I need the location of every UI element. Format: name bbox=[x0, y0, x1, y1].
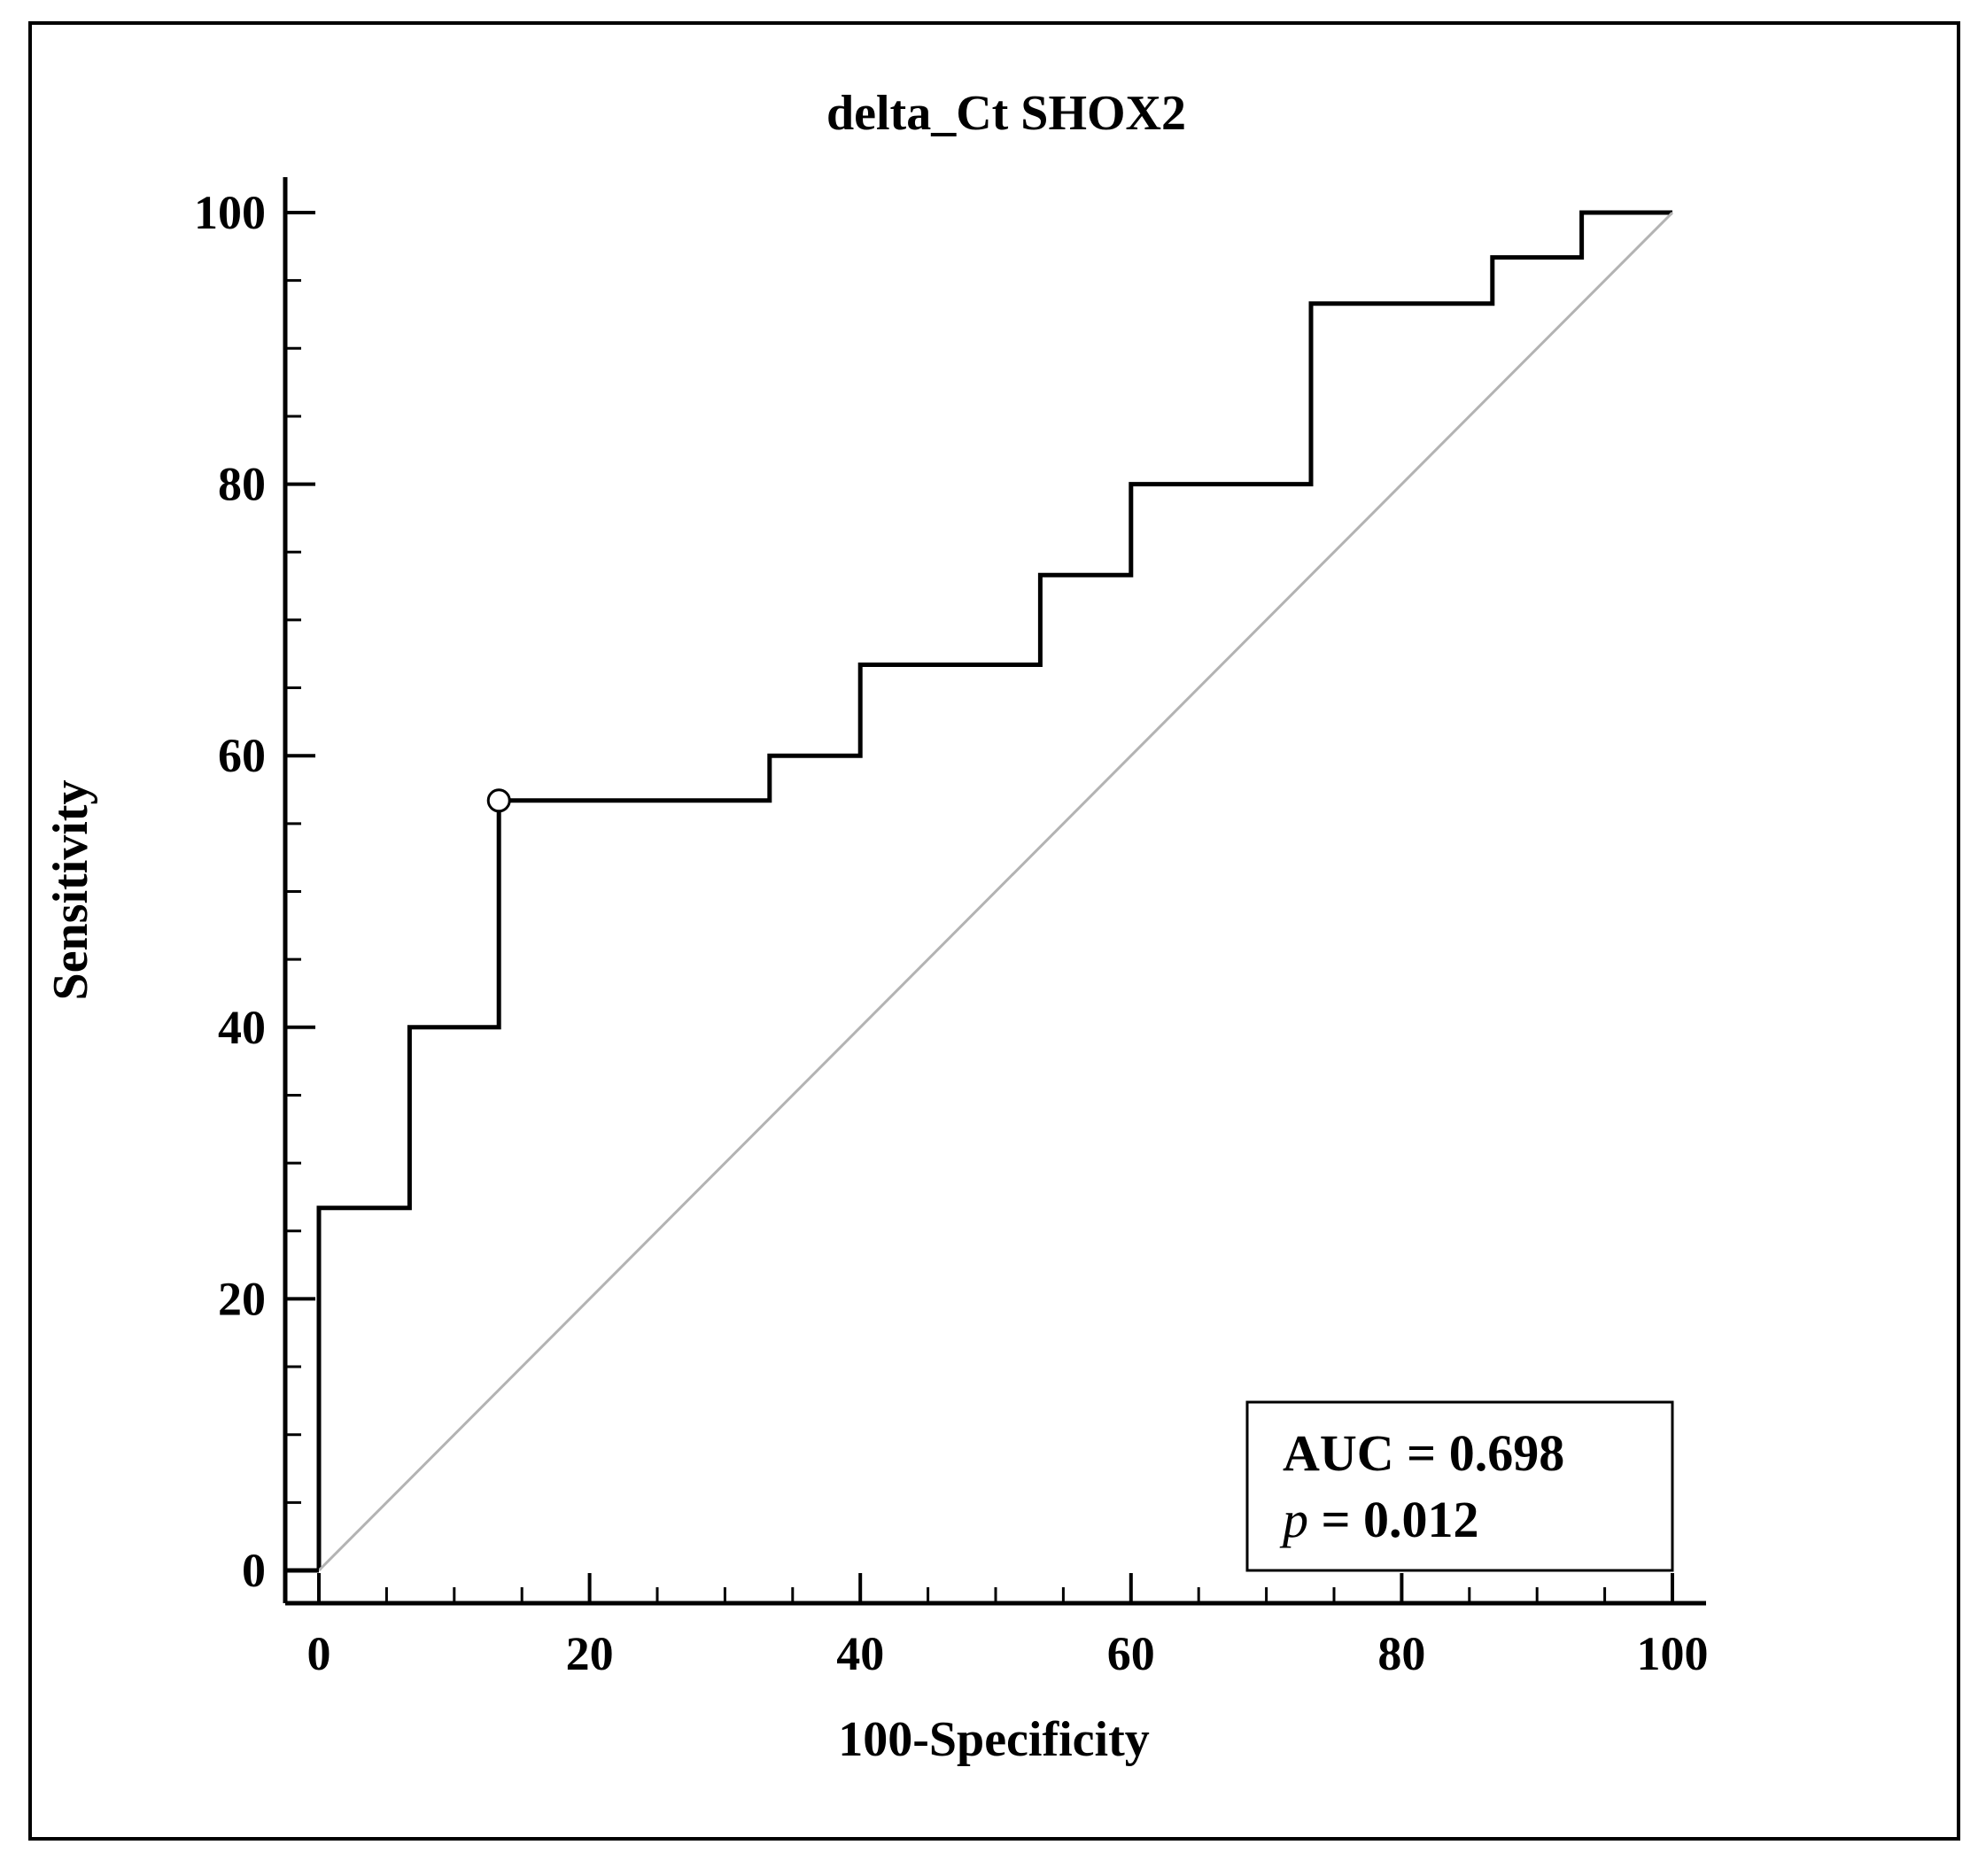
y-tick-label: 0 bbox=[242, 1544, 266, 1597]
p-value-label: p = 0.012 bbox=[1279, 1491, 1479, 1548]
y-tick-label: 60 bbox=[218, 729, 266, 782]
x-tick-label: 20 bbox=[566, 1627, 614, 1680]
y-axis-title: Sensitivity bbox=[43, 780, 98, 1001]
x-tick-label: 60 bbox=[1107, 1627, 1155, 1680]
tick-marks bbox=[285, 211, 1674, 1603]
x-tick-label: 40 bbox=[836, 1627, 884, 1680]
y-tick-label: 100 bbox=[194, 186, 266, 239]
annotation-box: AUC = 0.698 p = 0.012 bbox=[1245, 1400, 1674, 1572]
annotation-frame bbox=[1245, 1400, 1674, 1572]
x-tick-label: 0 bbox=[307, 1627, 331, 1680]
outer-frame bbox=[28, 21, 1960, 1841]
auc-label: AUC = 0.698 bbox=[1283, 1424, 1564, 1482]
x-axis-title: 100-Specificity bbox=[838, 1712, 1149, 1767]
reference-diagonal-line bbox=[317, 211, 1674, 1572]
markers bbox=[486, 788, 511, 813]
p-value: = 0.012 bbox=[1308, 1491, 1479, 1548]
series-lines bbox=[285, 210, 1674, 1573]
y-tick-label: 80 bbox=[218, 458, 266, 511]
tick-labels: 0 20 40 60 80 100 0 20 40 60 80 100 bbox=[194, 186, 1709, 1680]
x-tick-label: 80 bbox=[1377, 1627, 1425, 1680]
x-tick-label: 100 bbox=[1637, 1627, 1709, 1680]
chart-title: delta_Ct SHOX2 bbox=[826, 86, 1186, 141]
p-symbol: p bbox=[1279, 1491, 1308, 1548]
roc-curve-line bbox=[316, 210, 1672, 1570]
y-tick-label: 40 bbox=[218, 1001, 266, 1054]
optimal-point-marker bbox=[486, 788, 511, 813]
y-tick-label: 20 bbox=[218, 1272, 266, 1325]
